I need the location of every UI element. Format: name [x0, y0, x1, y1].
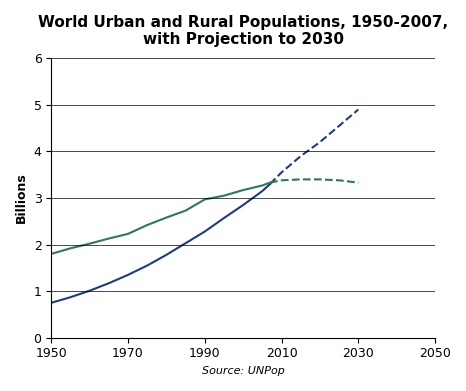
X-axis label: Source: UNPop: Source: UNPop [202, 366, 285, 376]
Title: World Urban and Rural Populations, 1950-2007,
with Projection to 2030: World Urban and Rural Populations, 1950-… [38, 15, 448, 47]
Y-axis label: Billions: Billions [15, 173, 28, 223]
